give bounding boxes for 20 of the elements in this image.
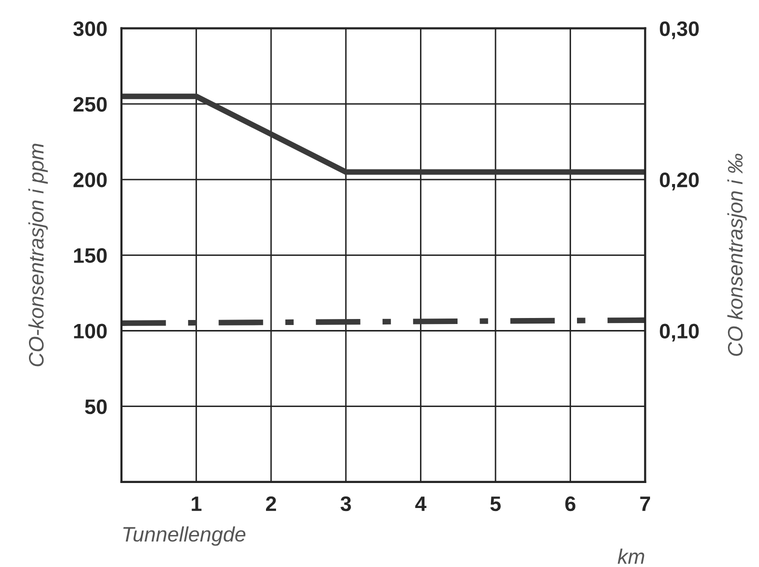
y2-tick-label: 0,10 [660, 324, 699, 342]
y-tick-label: 200 [74, 172, 107, 188]
x-axis-title: Tunnellengde [123, 526, 246, 546]
x-tick-label: 2 [266, 496, 276, 511]
y-tick-label: 100 [74, 324, 107, 339]
x-tick-label: 7 [640, 496, 650, 511]
x-tick-label: 5 [490, 496, 501, 512]
y2-axis-title: CO konsentrasjon i ‰ [727, 154, 747, 356]
x-tick-label: 3 [340, 496, 351, 512]
y2-tick-label: 0,30 [660, 21, 699, 40]
y-axis-title: CO-konsentrasjon i ppm [28, 144, 48, 366]
y-tick-label: 250 [74, 96, 107, 112]
text: km [618, 548, 644, 564]
y-tick-label: 300 [73, 21, 107, 36]
y-tick-label: 150 [74, 248, 107, 263]
y-tick-label: 50 [85, 399, 107, 414]
x-tick-label: 6 [565, 496, 576, 512]
y2-tick-label: 0,20 [660, 172, 699, 190]
x-tick-label: 4 [415, 496, 426, 511]
x-tick-label: 1 [192, 496, 202, 511]
